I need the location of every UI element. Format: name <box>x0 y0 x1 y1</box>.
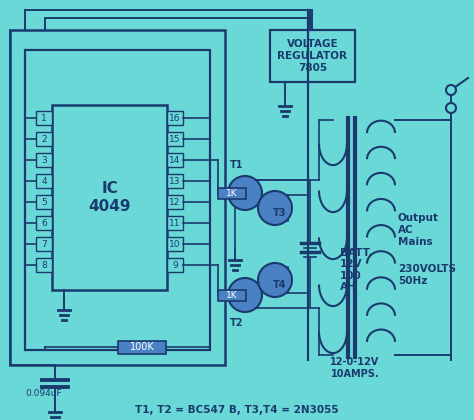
Text: 1K: 1K <box>226 291 238 299</box>
Bar <box>167 237 183 251</box>
Bar <box>167 153 183 167</box>
Circle shape <box>228 278 262 312</box>
Text: 6: 6 <box>41 218 47 228</box>
Bar <box>10 30 225 365</box>
Bar <box>36 237 52 251</box>
Circle shape <box>228 176 262 210</box>
Bar <box>36 132 52 146</box>
Text: 16: 16 <box>169 113 181 123</box>
Circle shape <box>446 85 456 95</box>
Text: 5: 5 <box>41 197 47 207</box>
Bar <box>36 195 52 209</box>
Text: 12: 12 <box>169 197 181 207</box>
Bar <box>270 30 355 82</box>
Circle shape <box>258 191 292 225</box>
Text: 1: 1 <box>41 113 47 123</box>
Bar <box>167 132 183 146</box>
Text: 11: 11 <box>169 218 181 228</box>
Bar <box>167 195 183 209</box>
Bar <box>218 289 246 300</box>
Text: T4: T4 <box>273 280 287 290</box>
Text: 4: 4 <box>41 176 47 186</box>
Text: 100K: 100K <box>129 342 155 352</box>
Bar <box>36 153 52 167</box>
Bar <box>167 111 183 125</box>
Bar <box>36 174 52 188</box>
Text: 7: 7 <box>41 239 47 249</box>
Text: 15: 15 <box>169 134 181 144</box>
Bar <box>167 216 183 230</box>
Text: T3: T3 <box>273 208 287 218</box>
Text: 12-0-12V
10AMPS.: 12-0-12V 10AMPS. <box>330 357 380 379</box>
Text: 9: 9 <box>172 260 178 270</box>
Text: 2: 2 <box>41 134 47 144</box>
Bar <box>52 105 167 290</box>
Bar <box>36 111 52 125</box>
Text: 0.094uF: 0.094uF <box>25 388 62 397</box>
Text: T1, T2 = BC547 B, T3,T4 = 2N3055: T1, T2 = BC547 B, T3,T4 = 2N3055 <box>135 405 339 415</box>
Bar <box>167 258 183 272</box>
Text: 8: 8 <box>41 260 47 270</box>
Text: 10: 10 <box>169 239 181 249</box>
Text: 13: 13 <box>169 176 181 186</box>
Text: Output
AC
Mains: Output AC Mains <box>398 213 439 247</box>
Text: T1: T1 <box>230 160 244 170</box>
Text: 1K: 1K <box>226 189 238 197</box>
Bar <box>218 187 246 199</box>
Text: 3: 3 <box>41 155 47 165</box>
Circle shape <box>446 103 456 113</box>
Text: BATT.
12V
100
AH: BATT. 12V 100 AH <box>340 248 373 292</box>
Bar <box>36 216 52 230</box>
Bar <box>167 174 183 188</box>
Text: VOLTAGE
REGULATOR
7805: VOLTAGE REGULATOR 7805 <box>277 39 347 73</box>
Bar <box>118 341 166 354</box>
Bar <box>25 50 210 350</box>
Text: 230VOLTS
50Hz: 230VOLTS 50Hz <box>398 264 456 286</box>
Circle shape <box>258 263 292 297</box>
Bar <box>36 258 52 272</box>
Text: 14: 14 <box>169 155 181 165</box>
Text: IC
4049: IC 4049 <box>88 181 131 214</box>
Text: T2: T2 <box>230 318 244 328</box>
